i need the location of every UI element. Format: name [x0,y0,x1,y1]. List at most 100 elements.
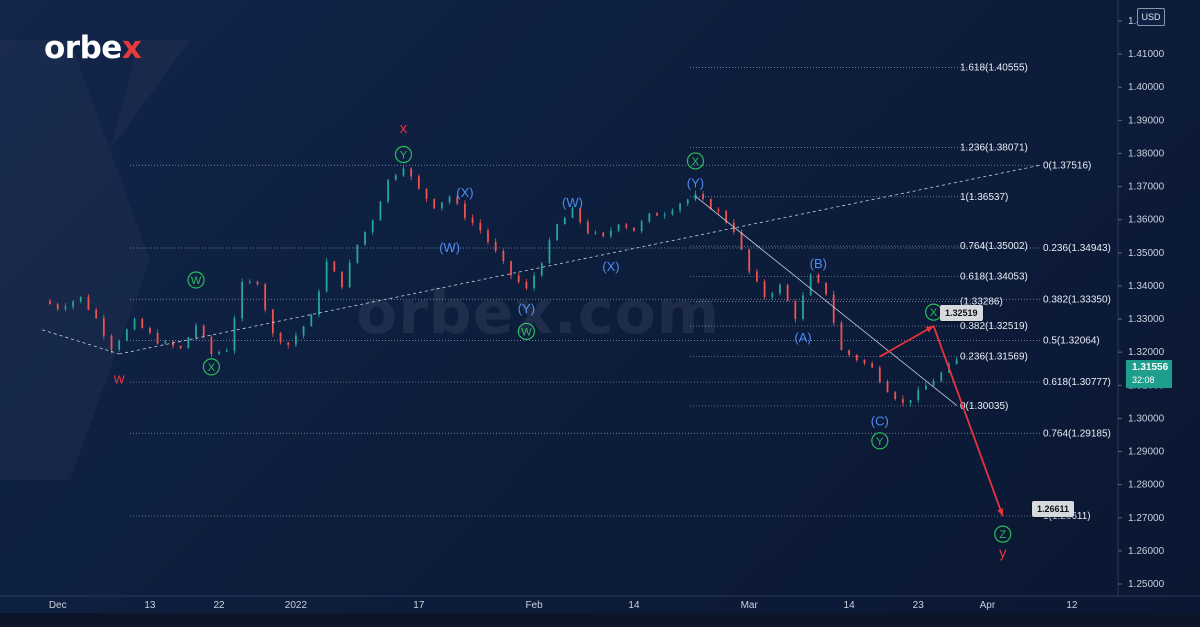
candle-body [49,300,51,305]
candle-body [510,261,512,276]
candle-body [863,359,866,364]
y-tick-label: 1.27000 [1128,513,1165,524]
candle-body [610,230,612,237]
wave-label-circle [686,152,705,170]
candle-body [156,333,159,344]
fib-level-label: (1.33286) [960,296,1003,307]
candle-body [95,309,98,319]
candle-body [740,232,743,250]
wave-labels: w x y W X Y W X X Y Z (X) (W) (Y) (W) (X) (Y) (B) (A) (C) [113,120,1012,561]
candle-body [825,282,827,295]
wave-label-circle [187,271,205,289]
candle-body [410,168,413,177]
y-tick-label: 1.28000 [1128,480,1165,491]
candle-body [64,306,67,309]
candle-body [248,281,251,283]
candle-body [110,335,113,350]
candle-body [786,285,789,302]
candle-body [387,179,390,202]
y-tick-label: 1.38000 [1128,148,1165,159]
candle-body [779,285,781,294]
candle-body [894,392,897,399]
orbex-logo: orbex [44,30,142,66]
candle-body [571,208,574,218]
candle-body [118,340,121,350]
candle-body [256,281,259,285]
candle-body [479,222,482,231]
candle-body [725,211,728,223]
candle-body [448,196,451,203]
wave-label: (A) [794,330,811,345]
y-tick-label: 1.41000 [1128,49,1165,60]
y-tick-label: 1.34000 [1128,281,1165,292]
candle-body [671,210,674,215]
candle-body [855,354,858,360]
candle-body [195,325,197,338]
wave-label: Y [876,436,884,448]
candle-body [794,301,797,320]
y-tick-label: 1.26000 [1128,546,1165,557]
candle-body [556,224,559,241]
currency-badge[interactable]: USD [1137,8,1165,26]
candle-body [771,293,774,298]
candle-body [56,304,59,309]
logo-accent: x [121,30,142,66]
y-tick-label: 1.37000 [1128,182,1165,193]
candle-body [533,275,535,289]
wave-label: Y [400,150,408,162]
candle-body [817,274,820,283]
candle-body [417,176,420,189]
candle-body [72,301,74,307]
candle-body [940,372,943,381]
wave-label: X [208,362,216,374]
candle-body [379,201,382,221]
projection-arrowhead [997,508,1004,517]
candle-body [932,380,935,386]
y-tick-label: 1.25000 [1128,579,1165,590]
wave-label: (W) [562,195,583,210]
wave-label: Z [999,529,1006,541]
wave-label: w [113,371,125,388]
candle-body [471,217,474,223]
x-tick-label: 14 [628,600,640,611]
wave-label: (W) [439,240,460,255]
candle-body [832,294,835,323]
wave-label: y [999,544,1007,561]
candle-body [955,359,958,365]
candle-body [79,296,82,302]
logo-text: orbe [44,30,122,66]
candle-body [594,232,597,234]
candle-body [871,363,874,368]
candle-body [579,208,582,222]
y-tick-label: 1.36000 [1128,215,1165,226]
x-tick-label: Apr [980,600,996,611]
fib-level-label: 0.382(1.33350) [1043,294,1111,305]
candle-body [210,336,213,354]
projection-arrowhead [925,326,934,333]
candle-body [809,274,812,296]
candle-body [563,217,566,225]
candle-body [302,326,305,336]
x-tick-label: 12 [1066,600,1078,611]
projection-callout: 1.32519 [940,305,983,321]
wave-label: (C) [871,414,889,429]
candle-body [202,325,205,337]
candle-body [402,168,405,176]
trend-line [695,196,957,406]
wave-label: X [930,307,938,319]
x-tick-label: 23 [913,600,925,611]
fib-level-label: 0.618(1.30777) [1043,377,1111,388]
candle-body [848,350,850,355]
wave-label-circle [517,322,536,341]
candle-body [802,295,804,320]
trend-line [119,164,1041,355]
candle-body [840,322,843,351]
wave-label-circle [871,432,889,450]
x-tick-label: 17 [413,600,425,611]
x-tick-label: Dec [49,600,67,611]
candle-body [679,203,681,211]
candle-body [225,350,228,352]
candle-body [371,220,374,232]
projection-callout: 1.26611 [1032,501,1075,517]
